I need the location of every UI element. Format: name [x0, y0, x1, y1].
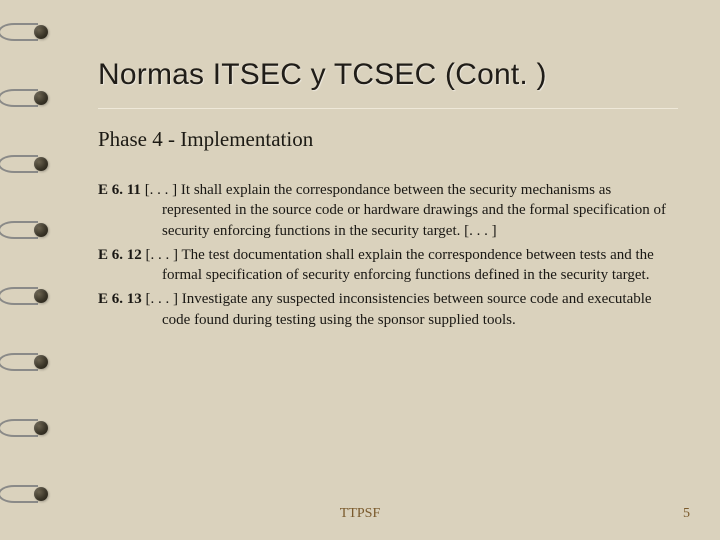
- spiral-ring: [10, 23, 48, 41]
- spiral-ring: [10, 89, 48, 107]
- item-lead: E 6. 13: [98, 291, 146, 307]
- slide-footer: TTPSF 5: [0, 506, 720, 526]
- spiral-ring: [10, 485, 48, 503]
- title-divider: [98, 108, 678, 109]
- spiral-ring: [10, 287, 48, 305]
- spiral-ring: [10, 419, 48, 437]
- footer-center-text: TTPSF: [340, 506, 380, 522]
- slide-content: Normas ITSEC y TCSEC (Cont. ) Phase 4 - …: [98, 58, 678, 334]
- slide-title: Normas ITSEC y TCSEC (Cont. ): [98, 58, 678, 92]
- spiral-binding: [0, 0, 55, 540]
- item-body: [. . . ] It shall explain the correspond…: [145, 182, 666, 239]
- item-body: [. . . ] Investigate any suspected incon…: [146, 291, 652, 327]
- item-body: [. . . ] The test documentation shall ex…: [146, 247, 654, 283]
- spiral-ring: [10, 221, 48, 239]
- item-list: E 6. 11 [. . . ] It shall explain the co…: [98, 180, 678, 330]
- list-item: E 6. 11 [. . . ] It shall explain the co…: [98, 180, 678, 241]
- item-lead: E 6. 12: [98, 247, 146, 263]
- list-item: E 6. 13 [. . . ] Investigate any suspect…: [98, 289, 678, 330]
- list-item: E 6. 12 [. . . ] The test documentation …: [98, 245, 678, 286]
- footer-page-number: 5: [683, 506, 690, 522]
- item-lead: E 6. 11: [98, 182, 145, 198]
- phase-heading: Phase 4 - Implementation: [98, 127, 678, 152]
- spiral-ring: [10, 353, 48, 371]
- spiral-ring: [10, 155, 48, 173]
